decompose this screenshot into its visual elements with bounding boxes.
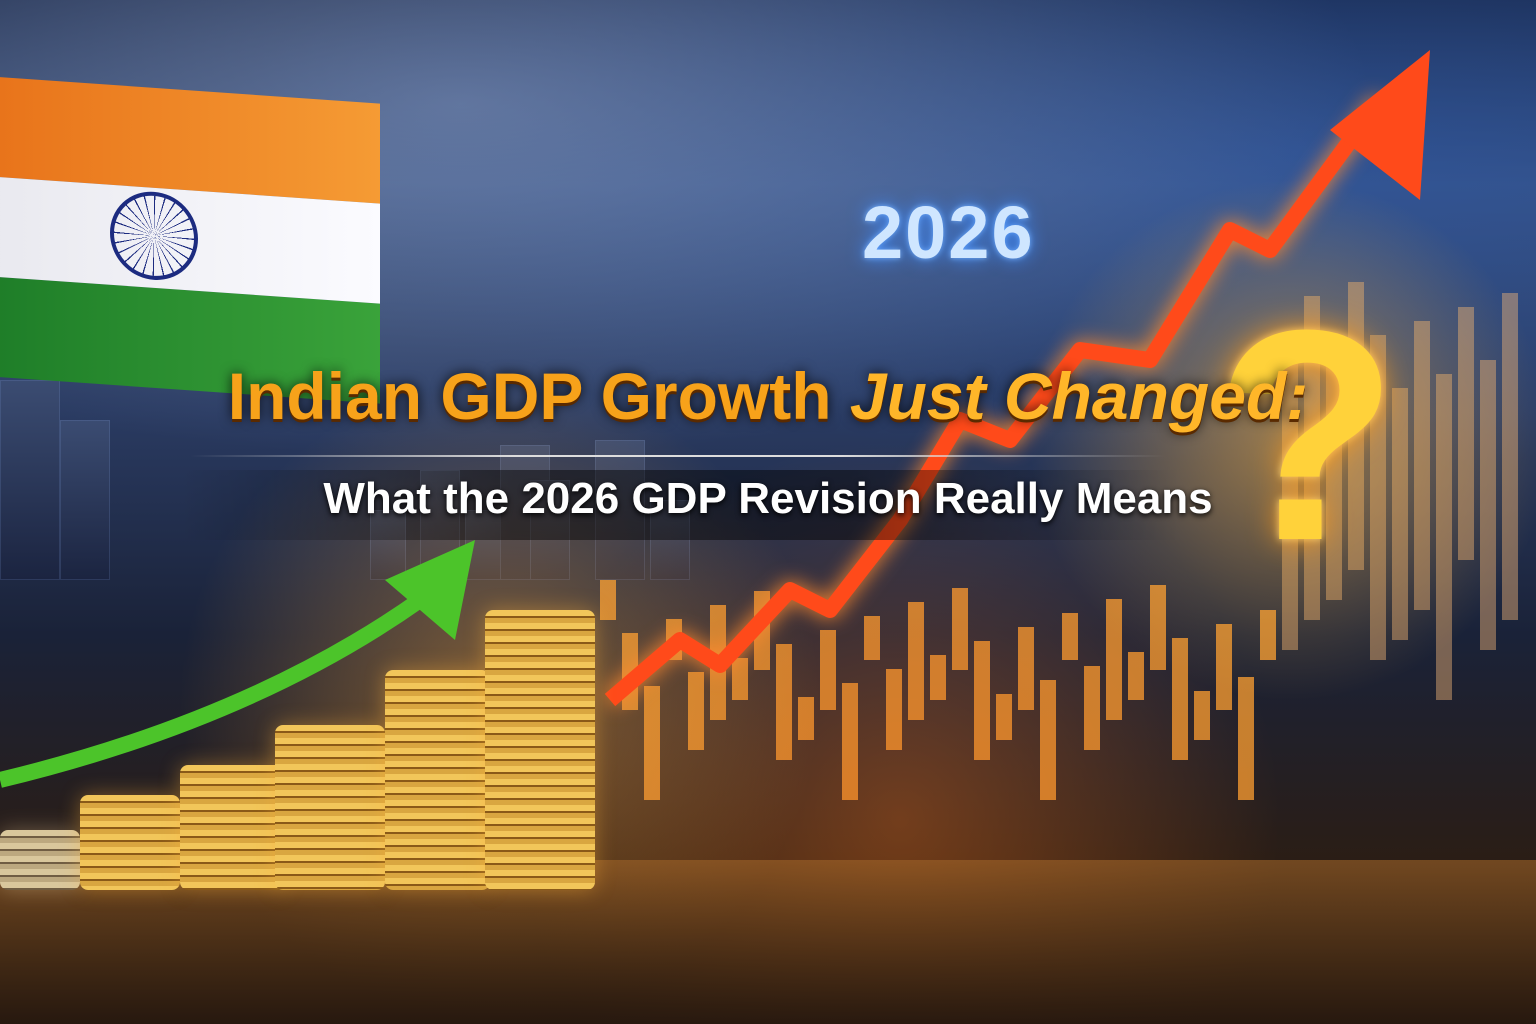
divider (190, 455, 1165, 457)
subtitle: What the 2026 GDP Revision Really Means (323, 474, 1213, 523)
red-arrow-head (1330, 50, 1430, 200)
headline: Indian GDP Growth Just Changed: (0, 358, 1536, 434)
green-growth-arrow (0, 593, 425, 788)
headline-part-2: Just Changed: (849, 359, 1309, 433)
red-growth-arrow (604, 95, 1387, 707)
headline-part-1: Indian GDP Growth (227, 359, 850, 433)
subtitle-backdrop (180, 470, 1180, 540)
question-mark-icon: ? (1215, 267, 1399, 603)
coin-stacks (0, 600, 620, 890)
year-label: 2026 (862, 191, 1035, 274)
green-arrow-head (385, 540, 475, 640)
